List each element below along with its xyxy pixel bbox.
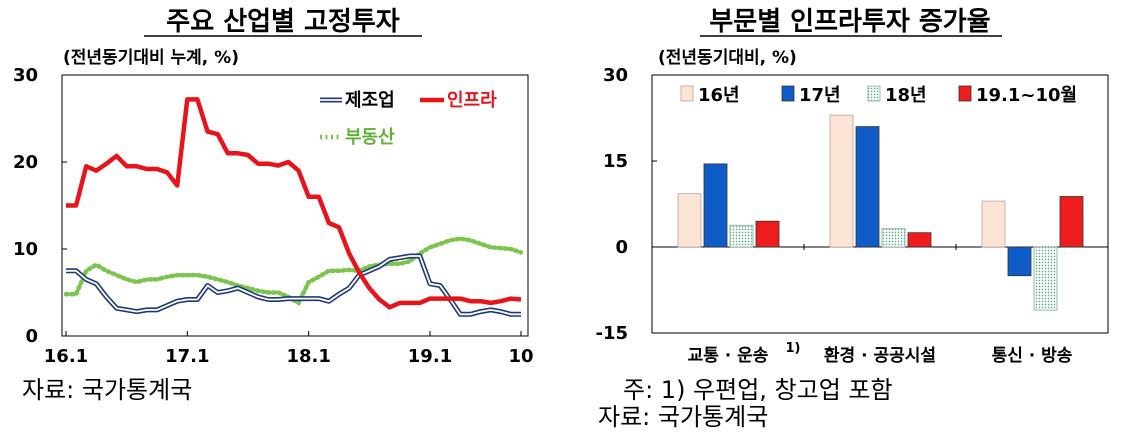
bar [829,114,854,248]
category-label: 통신 · 방송 [992,346,1073,366]
left-chart-title: 주요 산업별 고정투자 [166,7,399,37]
bar [729,224,754,248]
bar [755,220,780,248]
bar [677,193,702,248]
right-chart-subtitle: (전년동기대비, %) [658,48,797,68]
right-y-tick-label: 15 [603,151,628,172]
right-plot-frame [651,74,1109,334]
left-x-tick-label: 10 [508,346,533,367]
left-x-tick-label: 17.1 [165,346,209,367]
bar [855,126,880,248]
series-line-infra [66,97,522,310]
legend-manufacturing-label: 제조업 [345,90,395,111]
legend-swatch [781,85,795,102]
right-source-note: 자료: 국가통계국 [598,403,768,431]
legend-label: 18년 [885,85,927,106]
legend-label: 19.1~10월 [976,85,1077,106]
series-line-realestate [63,236,524,307]
legend-swatch [958,85,972,102]
left-source-note: 자료: 국가통계국 [22,376,192,404]
right-footnote: 주: 1) 우편업, 창고업 포함 [623,376,893,404]
right-y-tick-label: 30 [603,65,628,86]
bar [907,232,932,248]
left-chart-subtitle: (전년동기대비 누계, %) [63,48,239,68]
right-y-tick-label: -15 [595,323,628,344]
left-y-tick-label: 10 [13,239,38,260]
left-y-tick-label: 30 [13,65,38,86]
category-label: 교통 · 운송 [688,346,769,366]
series-line-manufacturing-inner [66,255,521,316]
legend-label: 17년 [799,85,841,106]
legend-swatch [867,85,881,102]
left-x-tick-label: 16.1 [44,346,88,367]
right-y-tick-label: 0 [615,237,628,258]
bar [1007,246,1032,277]
legend-infra-label: 인프라 [447,90,497,111]
bar [1033,246,1058,311]
left-x-tick-label: 19.1 [408,346,452,367]
category-footnote-marker: 1) [786,341,801,356]
left-y-tick-label: 0 [25,326,38,347]
bar [703,163,728,248]
left-plot-frame [61,74,529,337]
bar [881,228,906,248]
legend-swatch [680,85,694,102]
legend-label: 16년 [698,85,740,106]
left-x-tick-label: 18.1 [286,346,330,367]
series-line-manufacturing [66,253,521,317]
right-chart-title: 부문별 인프라투자 증가율 [709,7,990,37]
bar [981,200,1006,248]
category-label: 환경 · 공공시설 [824,346,936,366]
left-y-tick-label: 20 [13,152,38,173]
legend-realestate-label: 부동산 [345,127,395,148]
bar [1059,196,1084,248]
